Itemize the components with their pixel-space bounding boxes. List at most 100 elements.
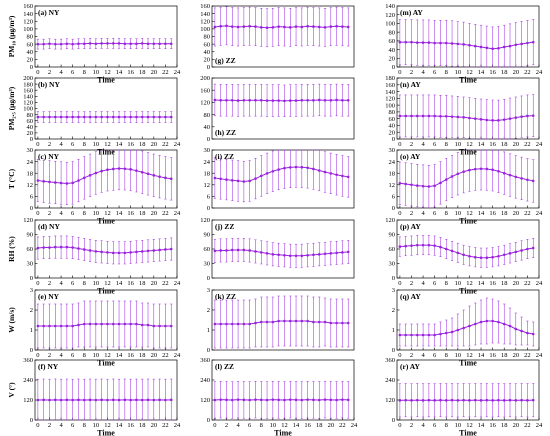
- x-tick-label: 8: [445, 141, 448, 148]
- data-point: [508, 252, 512, 255]
- data-point: [421, 399, 425, 402]
- data-point: [439, 245, 442, 249]
- y-tick-label: 20: [389, 129, 396, 136]
- data-point: [48, 246, 51, 249]
- data-point: [439, 332, 442, 336]
- data-point: [259, 174, 263, 178]
- series-line: [214, 25, 349, 29]
- data-point: [59, 42, 63, 46]
- x-axis-label: Time: [274, 429, 292, 436]
- data-point: [259, 98, 263, 102]
- y-tick-label: 30: [389, 147, 396, 154]
- plot-frame: [211, 149, 355, 209]
- y-axis-label: T (°C): [7, 168, 16, 189]
- data-point: [497, 46, 500, 50]
- y-tick-label: 2: [392, 307, 395, 314]
- y-tick-label: 40: [27, 124, 34, 131]
- data-point: [485, 319, 489, 323]
- y-tick-label: 120: [385, 96, 395, 103]
- data-point: [236, 322, 240, 326]
- plot-frame: [34, 289, 178, 351]
- x-tick-label: 20: [151, 69, 158, 76]
- y-tick-label: 24: [389, 159, 396, 166]
- data-point: [254, 398, 257, 401]
- y-tick-label: 0: [392, 205, 395, 212]
- data-point: [323, 252, 327, 256]
- data-point: [42, 324, 45, 328]
- data-point: [277, 168, 280, 171]
- data-point: [111, 115, 115, 119]
- y-tick-label: 3: [392, 287, 395, 294]
- data-point: [341, 25, 344, 28]
- data-point: [213, 176, 217, 180]
- data-point: [117, 251, 121, 255]
- data-point: [468, 116, 471, 120]
- data-point: [398, 114, 402, 118]
- data-point: [88, 115, 92, 119]
- data-point: [117, 167, 121, 170]
- data-point: [502, 253, 506, 257]
- x-tick-label: 10: [93, 280, 100, 287]
- x-tick-label: 20: [151, 210, 158, 217]
- data-point: [59, 398, 63, 402]
- data-point: [491, 47, 494, 50]
- series-line: [37, 246, 172, 254]
- data-point: [329, 398, 333, 402]
- data-point: [277, 319, 280, 323]
- data-point: [468, 168, 471, 172]
- data-point: [323, 320, 327, 324]
- data-point: [502, 45, 506, 49]
- data-point: [129, 251, 132, 254]
- data-point: [152, 115, 156, 119]
- x-tick-label: 8: [83, 422, 86, 429]
- y-tick-label: 120: [23, 100, 33, 107]
- data-point: [421, 41, 425, 44]
- y-tick-label: 40: [204, 49, 211, 56]
- series-line: [37, 168, 172, 184]
- data-point: [288, 398, 292, 401]
- data-point: [531, 114, 535, 117]
- data-point: [65, 398, 69, 402]
- data-point: [300, 398, 304, 402]
- x-tick-label: 14: [478, 69, 485, 76]
- x-tick-label: 0: [398, 280, 401, 287]
- panel-label: (l) ZZ: [215, 362, 234, 371]
- data-point: [288, 99, 292, 102]
- data-point: [117, 398, 121, 402]
- x-axis-label: Time: [459, 148, 477, 157]
- data-point: [317, 253, 321, 256]
- data-point: [77, 179, 80, 182]
- y-tick-label: 80: [389, 109, 396, 116]
- data-point: [135, 322, 138, 326]
- data-point: [236, 25, 240, 29]
- data-point: [520, 329, 523, 333]
- x-tick-label: 2: [48, 210, 51, 217]
- panel-label: (r) AY: [400, 362, 421, 371]
- data-point: [42, 180, 45, 183]
- data-point: [88, 322, 92, 326]
- data-point: [335, 24, 338, 28]
- data-point: [479, 45, 483, 49]
- y-tick-label: 90: [204, 232, 211, 239]
- data-point: [294, 99, 298, 102]
- series-line: [214, 249, 349, 257]
- data-point: [265, 26, 269, 30]
- data-point: [242, 322, 246, 326]
- x-tick-label: 6: [71, 422, 75, 429]
- data-point: [140, 250, 144, 253]
- x-tick-label: 0: [36, 352, 39, 359]
- data-point: [444, 247, 448, 251]
- x-tick-label: 16: [127, 422, 134, 429]
- data-point: [271, 320, 275, 324]
- y-tick-label: 0: [30, 347, 33, 354]
- data-point: [531, 40, 535, 44]
- data-point: [421, 114, 425, 118]
- data-point: [514, 399, 518, 402]
- data-point: [415, 41, 419, 44]
- data-point: [169, 324, 173, 328]
- y-tick-label: 30: [204, 261, 211, 268]
- plot-frame: [396, 77, 540, 140]
- data-point: [106, 251, 109, 254]
